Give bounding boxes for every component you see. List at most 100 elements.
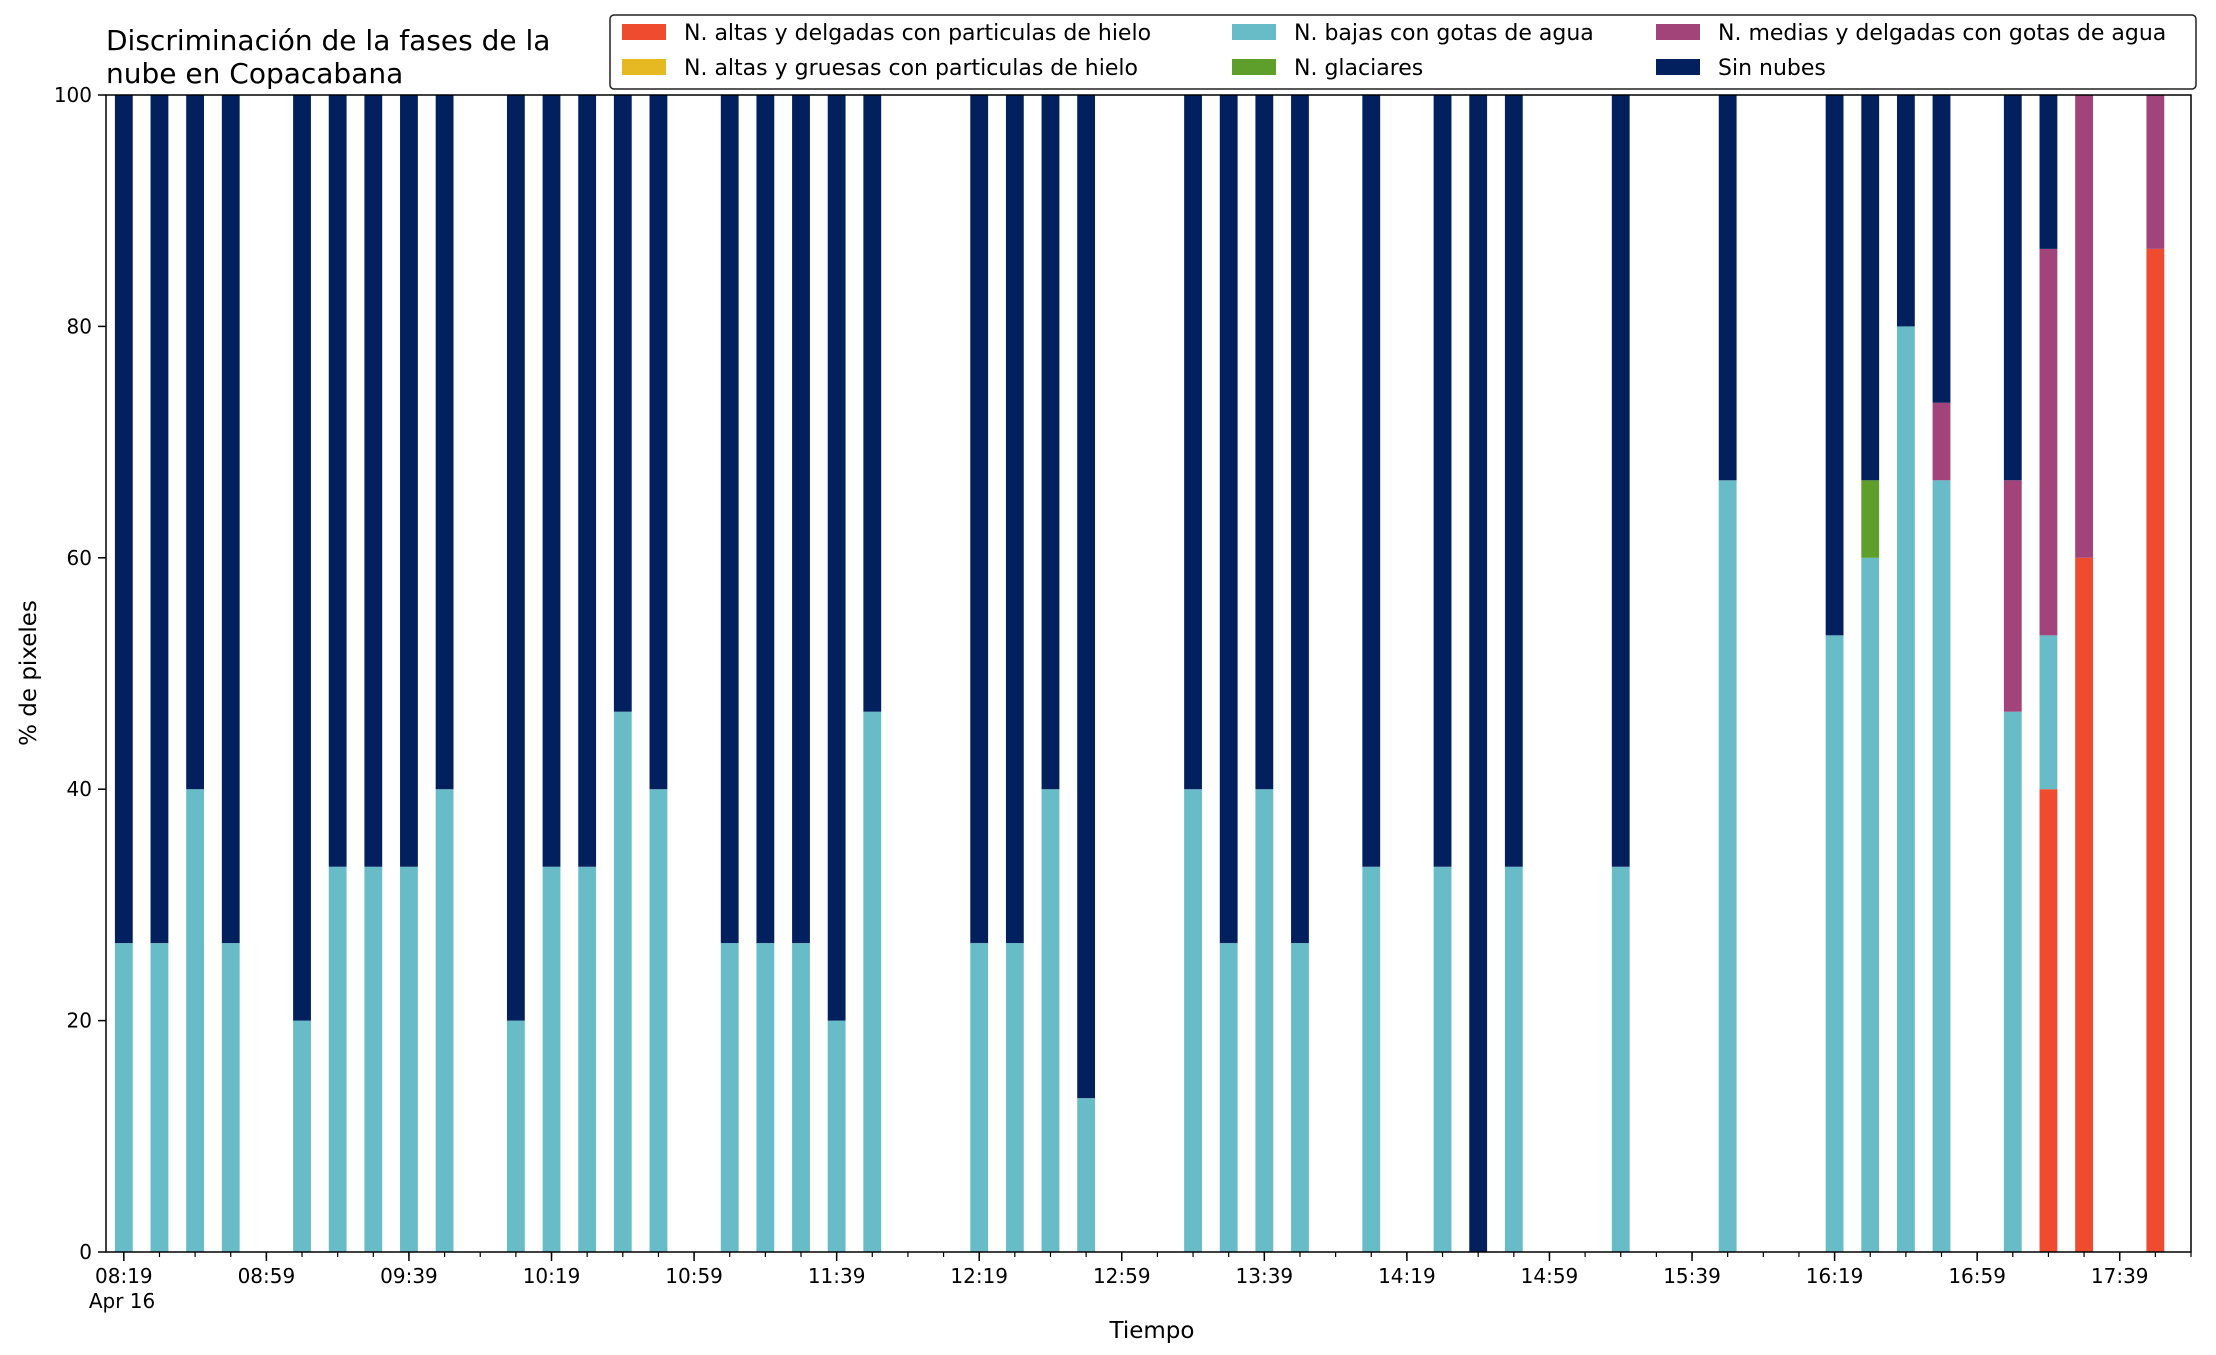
bar-segment-0839-sin-nubes bbox=[186, 95, 205, 790]
bars-layer bbox=[114, 95, 2165, 1252]
bar-segment-1649-n-medias-y-delgadas-con-gotas-de-agua bbox=[1932, 402, 1951, 481]
legend-swatch-n-glaciares bbox=[1232, 59, 1276, 75]
bar-segment-1039-n-bajas-con-gotas-de-agua bbox=[613, 711, 632, 1252]
bar-segment-0819-n-bajas-con-gotas-de-agua bbox=[114, 943, 133, 1252]
y-axis-label: % de pixeles bbox=[16, 600, 42, 746]
bar-segment-0949-sin-nubes bbox=[435, 95, 454, 790]
x-tick-label: 17:39 bbox=[2091, 1264, 2149, 1288]
bar-segment-1349-n-bajas-con-gotas-de-agua bbox=[1291, 943, 1309, 1252]
x-tick-label: 12:59 bbox=[1093, 1264, 1151, 1288]
chart-title-line-2: nube en Copacabana bbox=[106, 57, 403, 90]
bar-segment-1029-sin-nubes bbox=[578, 95, 597, 867]
legend-label-n-medias-y-delgadas-con-gotas-de-agua: N. medias y delgadas con gotas de agua bbox=[1718, 21, 2166, 46]
bar-segment-1329-n-bajas-con-gotas-de-agua bbox=[1219, 943, 1238, 1252]
legend-label-n-altas-y-delgadas-con-particulas-de-hielo: N. altas y delgadas con particulas de hi… bbox=[684, 21, 1151, 46]
bar-segment-0919-sin-nubes bbox=[328, 95, 347, 867]
bar-segment-1729-n-medias-y-delgadas-con-gotas-de-agua bbox=[2075, 95, 2093, 558]
bar-segment-0849-n-bajas-con-gotas-de-agua bbox=[221, 943, 240, 1252]
y-axis: 0 20 40 60 80 100 bbox=[54, 83, 106, 1264]
bar-segment-1009-sin-nubes bbox=[506, 95, 525, 1021]
x-tick-label: 13:39 bbox=[1236, 1264, 1294, 1288]
bar-segment-1709-n-medias-y-delgadas-con-gotas-de-agua bbox=[2003, 480, 2022, 712]
bar-segment-1449-sin-nubes bbox=[1504, 95, 1523, 867]
bar-segment-1109-sin-nubes bbox=[720, 95, 739, 944]
bar-segment-1549-n-bajas-con-gotas-de-agua bbox=[1718, 480, 1737, 1252]
bar-segment-1249-n-bajas-con-gotas-de-agua bbox=[1077, 1098, 1096, 1252]
bar-segment-1449-n-bajas-con-gotas-de-agua bbox=[1504, 866, 1523, 1252]
x-axis-label: Tiempo bbox=[1109, 1318, 1195, 1344]
bar-segment-1749-n-medias-y-delgadas-con-gotas-de-agua bbox=[2146, 95, 2165, 249]
y-tick-label: 20 bbox=[67, 1009, 92, 1033]
bar-segment-1229-sin-nubes bbox=[1005, 95, 1024, 944]
bar-segment-1649-n-bajas-con-gotas-de-agua bbox=[1932, 480, 1951, 1252]
bar-segment-1039-sin-nubes bbox=[613, 95, 632, 712]
bar-segment-1319-sin-nubes bbox=[1184, 95, 1202, 790]
bar-segment-1109-n-bajas-con-gotas-de-agua bbox=[720, 943, 739, 1252]
legend-label-n-altas-y-gruesas-con-particulas-de-hielo: N. altas y gruesas con particulas de hie… bbox=[684, 56, 1138, 81]
x-tick-label: 09:39 bbox=[380, 1264, 438, 1288]
x-tick-label: 10:59 bbox=[665, 1264, 723, 1288]
bar-segment-1729-n-altas-y-delgadas-con-particulas-de-hielo bbox=[2075, 557, 2093, 1252]
bar-segment-1709-sin-nubes bbox=[2003, 95, 2022, 481]
x-tick-label: 14:19 bbox=[1378, 1264, 1436, 1288]
legend-frame bbox=[609, 14, 2197, 90]
bar-segment-0819-sin-nubes bbox=[114, 95, 133, 944]
bar-segment-1249-sin-nubes bbox=[1077, 95, 1096, 1099]
bar-segment-0939-n-bajas-con-gotas-de-agua bbox=[400, 866, 418, 1252]
legend-label-n-glaciares: N. glaciares bbox=[1294, 56, 1423, 81]
bar-segment-1409-n-bajas-con-gotas-de-agua bbox=[1362, 866, 1381, 1252]
legend-swatch-n-medias-y-delgadas-con-gotas-de-agua bbox=[1656, 24, 1700, 40]
chart-title-line-1: Discriminación de la fases de la bbox=[106, 24, 550, 57]
bar-segment-1149-sin-nubes bbox=[863, 95, 882, 712]
bar-segment-1149-n-bajas-con-gotas-de-agua bbox=[863, 711, 882, 1252]
x-tick-label: 14:59 bbox=[1521, 1264, 1579, 1288]
x-tick-label: 16:19 bbox=[1806, 1264, 1864, 1288]
bar-segment-1219-n-bajas-con-gotas-de-agua bbox=[970, 943, 989, 1252]
y-tick-label: 0 bbox=[79, 1240, 92, 1264]
legend-swatch-n-altas-y-gruesas-con-particulas-de-hielo bbox=[622, 59, 666, 75]
bar-segment-1049-n-bajas-con-gotas-de-agua bbox=[649, 789, 668, 1252]
bar-segment-1129-n-bajas-con-gotas-de-agua bbox=[792, 943, 810, 1252]
bar-segment-1519-n-bajas-con-gotas-de-agua bbox=[1611, 866, 1630, 1252]
bar-segment-1119-sin-nubes bbox=[756, 95, 775, 944]
bar-segment-0929-sin-nubes bbox=[364, 95, 383, 867]
bar-segment-1049-sin-nubes bbox=[649, 95, 668, 790]
bar-segment-1239-sin-nubes bbox=[1041, 95, 1060, 790]
bar-segment-0849-sin-nubes bbox=[221, 95, 240, 944]
x-tick-label: 12:19 bbox=[950, 1264, 1008, 1288]
bar-segment-0909-sin-nubes bbox=[293, 95, 311, 1021]
bar-segment-0929-n-bajas-con-gotas-de-agua bbox=[364, 866, 383, 1252]
legend: N. altas y delgadas con particulas de hi… bbox=[609, 14, 2197, 90]
y-tick-label: 80 bbox=[67, 314, 92, 338]
bar-segment-1119-n-bajas-con-gotas-de-agua bbox=[756, 943, 775, 1252]
x-tick-label: 15:39 bbox=[1663, 1264, 1721, 1288]
bar-segment-1019-n-bajas-con-gotas-de-agua bbox=[542, 866, 561, 1252]
bar-segment-1719-sin-nubes bbox=[2039, 95, 2058, 249]
bar-segment-1519-sin-nubes bbox=[1611, 95, 1630, 867]
bar-segment-1219-sin-nubes bbox=[970, 95, 989, 944]
bar-segment-1619-n-bajas-con-gotas-de-agua bbox=[1825, 635, 1844, 1252]
bar-segment-1439-sin-nubes bbox=[1469, 95, 1488, 1252]
bar-segment-1009-n-bajas-con-gotas-de-agua bbox=[506, 1020, 525, 1252]
bar-segment-1429-sin-nubes bbox=[1433, 95, 1452, 867]
x-tick-sublabel: Apr 16 bbox=[89, 1289, 155, 1313]
y-tick-label: 100 bbox=[54, 83, 92, 107]
bar-segment-1139-n-bajas-con-gotas-de-agua bbox=[827, 1020, 846, 1252]
bar-segment-0949-n-bajas-con-gotas-de-agua bbox=[435, 789, 454, 1252]
x-tick-label: 16:59 bbox=[1948, 1264, 2006, 1288]
bar-segment-1409-sin-nubes bbox=[1362, 95, 1381, 867]
bar-segment-1139-sin-nubes bbox=[827, 95, 846, 1021]
bar-segment-1629-n-glaciares bbox=[1861, 480, 1880, 558]
bar-segment-1339-sin-nubes bbox=[1255, 95, 1274, 790]
y-tick-label: 40 bbox=[67, 777, 92, 801]
legend-swatch-n-altas-y-delgadas-con-particulas-de-hielo bbox=[622, 24, 666, 40]
bar-segment-1649-sin-nubes bbox=[1932, 95, 1951, 403]
bar-segment-1339-n-bajas-con-gotas-de-agua bbox=[1255, 789, 1274, 1252]
bar-segment-1639-sin-nubes bbox=[1896, 95, 1915, 327]
bar-segment-1619-sin-nubes bbox=[1825, 95, 1844, 636]
bar-segment-0829-n-bajas-con-gotas-de-agua bbox=[150, 943, 169, 1252]
x-tick-label: 08:19 bbox=[95, 1264, 153, 1288]
bar-segment-1129-sin-nubes bbox=[792, 95, 810, 944]
